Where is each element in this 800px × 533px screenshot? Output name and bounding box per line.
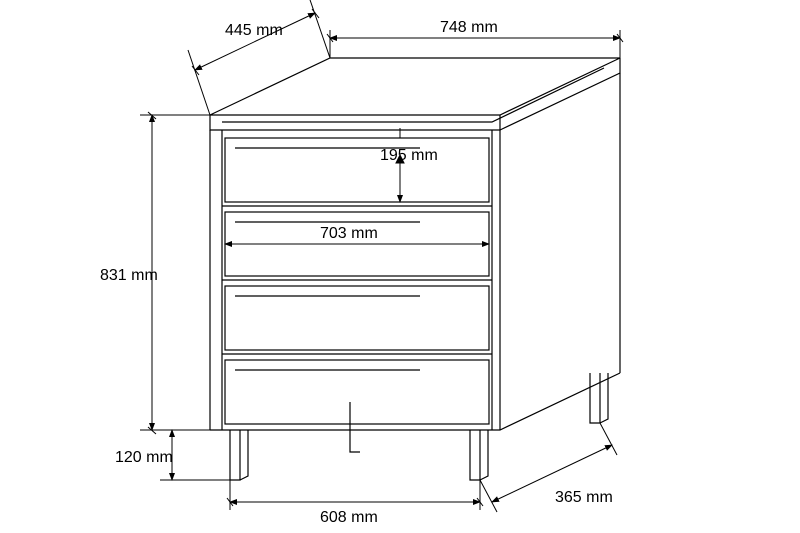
- top-surface: [210, 58, 620, 130]
- legs: [230, 373, 608, 480]
- dimension-labels: 445 mm 748 mm 195 mm 703 mm 831 mm 120 m…: [100, 19, 613, 526]
- label-drawer-height: 195 mm: [380, 147, 438, 164]
- label-depth: 445 mm: [225, 22, 283, 39]
- label-drawer-width: 703 mm: [320, 225, 378, 242]
- label-body-height: 831 mm: [100, 267, 158, 284]
- label-leg-height: 120 mm: [115, 449, 173, 466]
- label-base-depth: 365 mm: [555, 489, 613, 506]
- body-outline: [210, 73, 620, 430]
- drawers: [222, 138, 492, 424]
- dresser-technical-drawing: 445 mm 748 mm 195 mm 703 mm 831 mm 120 m…: [0, 0, 800, 533]
- label-width: 748 mm: [440, 19, 498, 36]
- label-base-width: 608 mm: [320, 509, 378, 526]
- dimension-lines: [140, 0, 623, 512]
